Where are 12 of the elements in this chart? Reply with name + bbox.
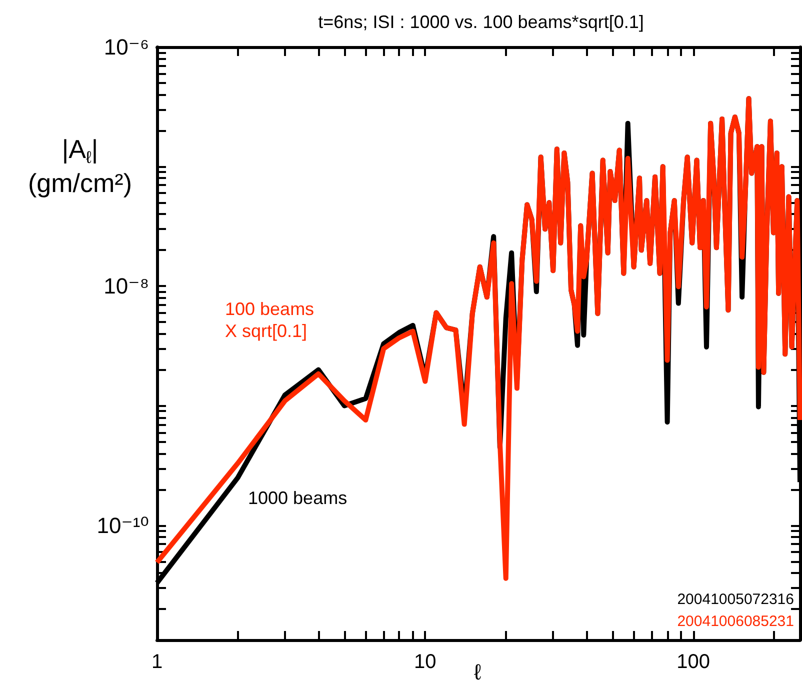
x-tick-label: 100 [676,651,710,673]
series-label: 100 beams X sqrt[0.1] [225,299,314,341]
annotation: 20041005072316 [677,591,794,608]
y-tick-label: 10⁻⁶ [104,34,149,60]
x-tick-label: 1 [151,651,163,673]
series-label: 1000 beams [248,488,348,508]
y-tick-label: 10⁻¹⁰ [96,512,150,538]
y-tick-label: 10⁻⁸ [104,274,149,299]
x-tick-label: 10 [414,651,436,673]
annotation: 20041006085231 [677,613,794,630]
x-axis-title: ℓ [474,660,482,684]
chart-title: t=6ns; ISI : 1000 vs. 100 beams*sqrt[0.1] [318,12,644,32]
